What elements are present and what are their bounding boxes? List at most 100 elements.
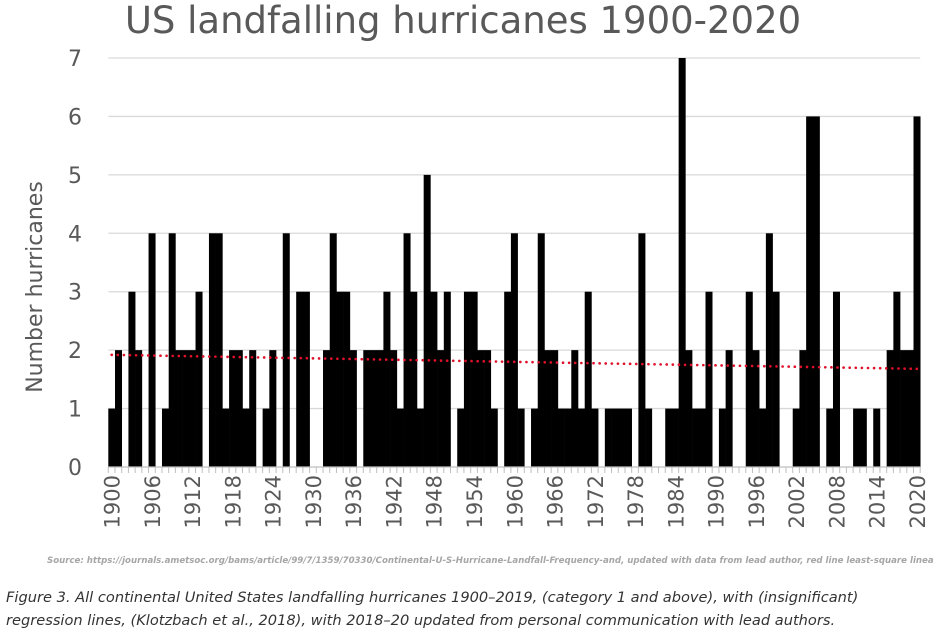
bar-1956 (484, 350, 492, 467)
x-tick-label: 1906 (141, 475, 165, 528)
bar-1952 (457, 408, 465, 467)
bar-1918 (229, 350, 237, 467)
bar-1921 (249, 350, 257, 467)
x-tick-label: 1984 (664, 475, 688, 528)
bar-1923 (262, 408, 270, 467)
bar-1908 (161, 408, 169, 467)
bar-2017 (893, 291, 901, 467)
bar-2016 (886, 350, 894, 467)
bar-1950 (443, 291, 451, 467)
hurricane-bar-chart: US landfalling hurricanes 1900-2020 Numb… (23, 0, 930, 528)
bar-1928 (296, 291, 304, 467)
bar-1983 (665, 408, 673, 467)
x-tick-label: 1936 (342, 475, 366, 528)
bar-1998 (765, 233, 773, 467)
bar-1965 (544, 350, 552, 467)
x-tick-label: 1996 (745, 475, 769, 528)
bar-1996 (752, 350, 760, 467)
x-tick-label: 1900 (101, 475, 125, 528)
bar-1904 (135, 350, 143, 467)
bar-1926 (282, 233, 290, 467)
bar-2008 (832, 291, 840, 467)
bar-2007 (826, 408, 834, 467)
bar-1924 (269, 350, 277, 467)
x-tick-label: 2020 (906, 475, 930, 528)
bar-2011 (853, 408, 861, 467)
x-tick-label: 1930 (302, 475, 326, 528)
bar-1932 (323, 350, 331, 467)
bar-1992 (725, 350, 733, 467)
x-tick-label: 1966 (544, 475, 568, 528)
x-tick-label: 2008 (825, 475, 849, 528)
bar-1900 (108, 408, 116, 467)
bar-1915 (208, 233, 216, 467)
bar-1948 (430, 291, 438, 467)
bar-1964 (537, 233, 545, 467)
bar-1966 (551, 350, 559, 467)
bar-1970 (578, 408, 586, 467)
caption-line-2: regression lines, (Klotzbach et al., 201… (6, 612, 836, 629)
bar-2020 (913, 116, 921, 467)
x-tick-label: 1954 (463, 475, 487, 528)
y-tick-label: 2 (68, 339, 82, 364)
figure-caption: Figure 3. All continental United States … (6, 586, 931, 632)
bar-1939 (369, 350, 377, 467)
x-tick-label: 1918 (221, 475, 245, 528)
bar-1985 (678, 58, 686, 467)
bar-1911 (182, 350, 190, 467)
bar-1974 (604, 408, 612, 467)
bar-1967 (557, 408, 565, 467)
x-tick-label: 1960 (503, 475, 527, 528)
y-axis-label: Number hurricanes (23, 181, 48, 393)
bar-1971 (584, 291, 592, 467)
y-tick-label: 1 (68, 398, 82, 423)
bar-2003 (799, 350, 807, 467)
y-tick-label: 4 (68, 222, 82, 247)
bar-1977 (624, 408, 632, 467)
bar-1903 (128, 291, 136, 467)
x-tick-label: 2002 (785, 475, 809, 528)
chart-title: US landfalling hurricanes 1900-2020 (125, 0, 801, 42)
bar-1938 (363, 350, 371, 467)
bar-1901 (115, 350, 123, 467)
bar-2005 (812, 116, 820, 467)
bar-1953 (463, 291, 471, 467)
bar-1955 (477, 350, 485, 467)
bar-1944 (403, 233, 411, 467)
bar-1969 (571, 350, 579, 467)
bar-1961 (517, 408, 525, 467)
bar-1959 (504, 291, 512, 467)
bar-1988 (698, 408, 706, 467)
bar-1987 (692, 408, 700, 467)
x-tick-label: 2014 (866, 475, 890, 528)
bar-1949 (437, 350, 445, 467)
bar-1942 (390, 350, 398, 467)
source-note: Source: https://journals.ametsoc.org/bam… (47, 556, 934, 566)
bar-1963 (531, 408, 539, 467)
bar-1940 (376, 350, 384, 467)
bar-2004 (806, 116, 814, 467)
x-tick-label: 1912 (181, 475, 205, 528)
bar-1910 (175, 350, 183, 467)
bar-1919 (235, 350, 243, 467)
bar-1936 (349, 350, 357, 467)
bars (108, 58, 921, 467)
bar-1909 (168, 233, 176, 467)
bar-1995 (745, 291, 753, 467)
x-tick-label: 1978 (624, 475, 648, 528)
bar-1980 (645, 408, 653, 467)
x-tick-label: 1942 (382, 475, 406, 528)
x-axis (107, 466, 921, 473)
y-tick-label: 7 (68, 47, 82, 72)
bar-1972 (591, 408, 599, 467)
bar-1975 (611, 408, 619, 467)
bar-1935 (343, 291, 351, 467)
trendline (110, 353, 919, 371)
bar-2018 (900, 350, 908, 467)
y-tick-label: 6 (68, 105, 82, 130)
bar-1986 (685, 350, 693, 467)
y-tick-labels: 0 1 2 3 4 5 6 7 (68, 47, 82, 481)
x-tick-label: 1990 (705, 475, 729, 528)
bar-1979 (638, 233, 646, 467)
x-tick-label: 1948 (423, 475, 447, 528)
